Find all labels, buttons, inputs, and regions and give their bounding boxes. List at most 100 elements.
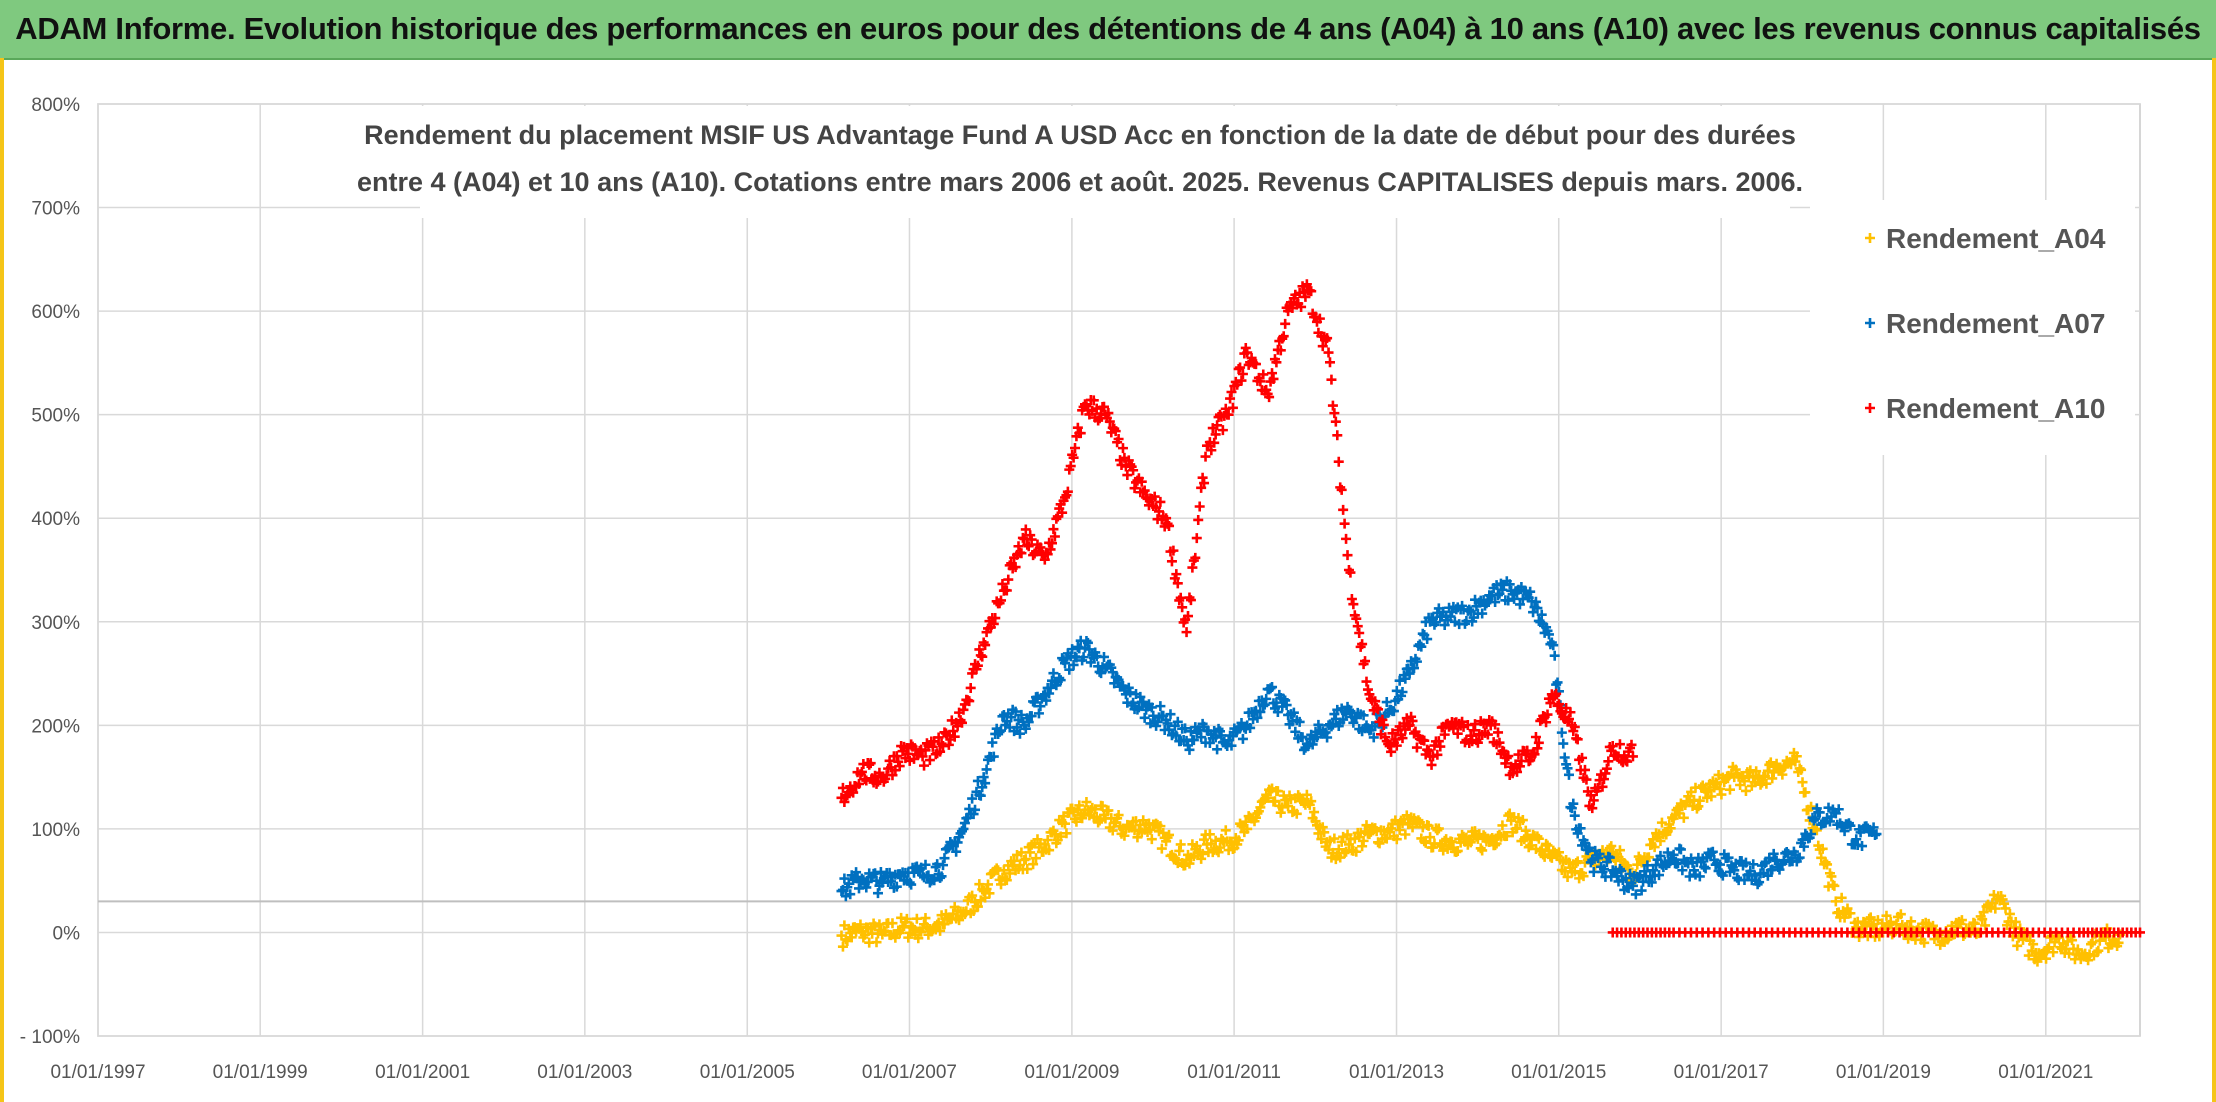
data-point [1171, 569, 1182, 580]
chart-title-line: Rendement du placement MSIF US Advantage… [364, 120, 1796, 150]
series-Rendement_A10 [836, 279, 2145, 938]
data-point [1129, 483, 1140, 494]
data-point [1333, 456, 1344, 467]
data-point [1694, 871, 1705, 882]
data-point [1267, 368, 1278, 379]
data-point [1845, 820, 1856, 831]
data-point [1833, 804, 1844, 815]
data-point [1694, 795, 1705, 806]
data-point [1330, 416, 1341, 427]
data-point [1291, 808, 1302, 819]
data-point [1297, 732, 1308, 743]
data-point [1675, 844, 1686, 855]
data-point [1258, 700, 1269, 711]
data-point [1655, 835, 1666, 846]
data-point [906, 879, 917, 890]
data-point [1655, 850, 1666, 861]
data-point [891, 751, 902, 762]
data-point [1191, 840, 1202, 851]
x-tick-label: 01/01/2021 [1998, 1062, 2093, 1083]
data-point [1029, 697, 1040, 708]
data-point [1808, 815, 1819, 826]
data-point [1551, 688, 1562, 699]
data-point [1145, 824, 1156, 835]
data-point [1090, 804, 1101, 815]
data-point [1587, 803, 1598, 814]
data-point [972, 901, 983, 912]
data-point [1060, 818, 1071, 829]
data-point [1606, 841, 1617, 852]
data-point [1532, 603, 1543, 614]
data-point [1275, 345, 1286, 356]
data-point [2000, 903, 2011, 914]
legend-marker [1865, 233, 1875, 243]
data-point [2072, 944, 2083, 955]
data-point [1060, 658, 1071, 669]
x-tick-label: 01/01/2009 [1024, 1062, 1119, 1083]
data-point [1107, 825, 1118, 836]
data-point [1563, 769, 1574, 780]
data-point [1497, 584, 1508, 595]
data-point [1707, 846, 1718, 857]
data-point [1736, 770, 1747, 781]
data-point [887, 770, 898, 781]
data-point [978, 772, 989, 783]
data-point [1041, 695, 1052, 706]
data-point [1448, 723, 1459, 734]
data-point [1536, 844, 1547, 855]
data-point [1490, 840, 1501, 851]
data-point [1387, 728, 1398, 739]
legend-background [1810, 200, 2135, 455]
data-point [1351, 846, 1362, 857]
data-point [1162, 718, 1173, 729]
y-tick-label: 600% [31, 302, 80, 323]
data-point [1648, 865, 1659, 876]
data-point [1288, 707, 1299, 718]
x-tick-label: 01/01/1999 [213, 1062, 308, 1083]
data-point [1190, 552, 1201, 563]
data-point [1497, 820, 1508, 831]
data-point [1759, 771, 1770, 782]
data-point [1098, 401, 1109, 412]
data-point [1517, 815, 1528, 826]
data-point [965, 682, 976, 693]
data-point [1010, 562, 1021, 573]
data-point [1522, 745, 1533, 756]
data-point [1378, 719, 1389, 730]
data-point [1885, 916, 1896, 927]
data-point [938, 860, 949, 871]
data-point [1172, 716, 1183, 727]
data-point [1128, 465, 1139, 476]
data-point [1357, 841, 1368, 852]
data-point [1585, 790, 1596, 801]
data-point [1220, 825, 1231, 836]
data-point [1790, 756, 1801, 767]
data-point [1627, 880, 1638, 891]
data-point [1217, 425, 1228, 436]
data-point [1603, 756, 1614, 767]
data-point [1420, 837, 1431, 848]
data-point [913, 933, 924, 944]
data-point [1361, 676, 1372, 687]
data-point [1806, 829, 1817, 840]
axis-layer: - 100% 0% 100% 200% 300% 400% 500% 600% 700% 800%… [20, 95, 2094, 1083]
data-point [1146, 834, 1157, 845]
data-point [1578, 871, 1589, 882]
data-point [1113, 433, 1124, 444]
data-point [1338, 504, 1349, 515]
y-tick-label: 200% [31, 716, 80, 737]
data-point [919, 760, 930, 771]
data-point [1830, 896, 1841, 907]
data-point [2004, 908, 2015, 919]
data-point [1009, 855, 1020, 866]
y-tick-label: 400% [31, 509, 80, 530]
data-point [856, 766, 867, 777]
data-point [1423, 820, 1434, 831]
data-point [1571, 857, 1582, 868]
data-point [1668, 849, 1679, 860]
data-point [927, 741, 938, 752]
x-tick-label: 01/01/2011 [1187, 1062, 1281, 1083]
x-tick-label: 01/01/2017 [1674, 1062, 1769, 1083]
data-point [1255, 706, 1266, 717]
data-point [1370, 696, 1381, 707]
